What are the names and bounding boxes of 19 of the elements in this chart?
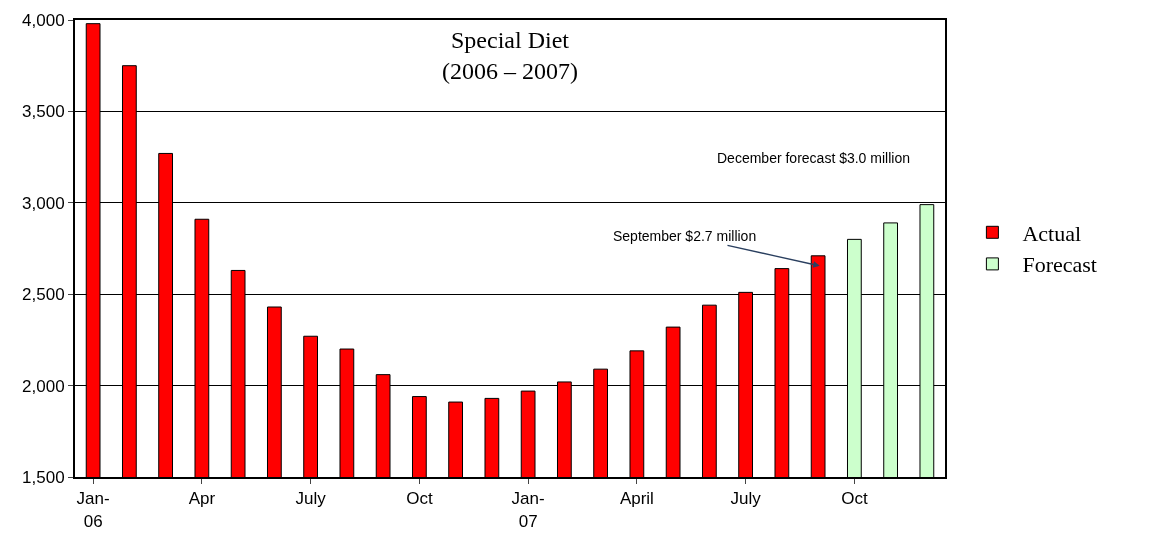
x-tick-label: Jan- 06 bbox=[76, 489, 110, 531]
annotation: September $2.7 million bbox=[613, 228, 757, 244]
legend-label: Actual bbox=[1022, 220, 1082, 246]
y-tick-label: 3,500 bbox=[22, 102, 65, 122]
x-tick-label: July bbox=[295, 489, 327, 509]
x-tick-label: Jan- 07 bbox=[511, 489, 545, 531]
y-tick-label: 1,500 bbox=[22, 467, 65, 487]
y-tick-label: 2,500 bbox=[22, 285, 65, 305]
x-tick-label: July bbox=[730, 489, 762, 509]
text: Special Diet (2006 – 2007) bbox=[442, 27, 578, 85]
x-tick-label: April bbox=[619, 489, 654, 509]
x-tick-label: Oct bbox=[841, 489, 868, 509]
x-tick-label: Oct bbox=[406, 489, 433, 509]
y-tick-label: 3,000 bbox=[22, 193, 65, 213]
annotation: December forecast $3.0 million bbox=[717, 150, 910, 166]
x-tick-label: Apr bbox=[188, 489, 216, 509]
y-tick-label: 2,000 bbox=[22, 376, 65, 396]
y-tick-label: 4,000 bbox=[22, 10, 65, 30]
legend-label: Forecast bbox=[1022, 252, 1097, 278]
